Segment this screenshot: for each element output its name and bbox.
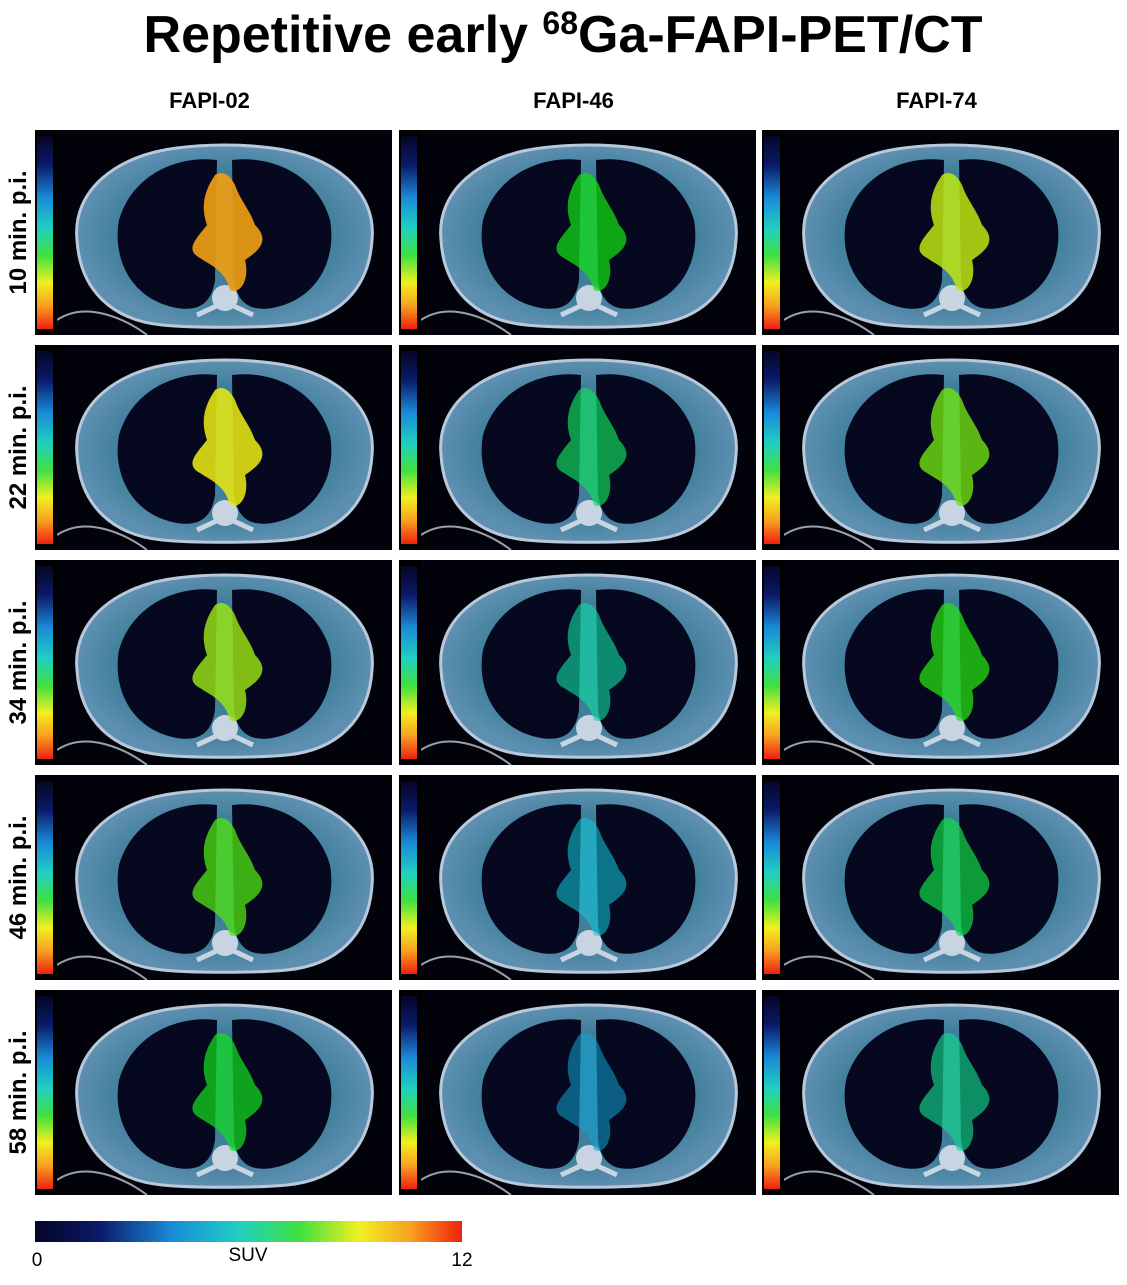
row-label: 46 min. p.i.	[5, 815, 32, 939]
row-label: 58 min. p.i.	[5, 1030, 32, 1154]
mediastinum-uptake	[919, 388, 990, 506]
pet-ct-panel	[399, 560, 756, 765]
panel-colorbar	[764, 566, 780, 759]
column-label: FAPI-74	[896, 88, 977, 113]
column-label: FAPI-46	[533, 88, 614, 113]
panel-colorbar	[401, 781, 417, 974]
panel-colorbar	[37, 781, 53, 974]
colorbar	[35, 1221, 462, 1242]
pet-ct-panel	[399, 345, 756, 550]
mediastinum-uptake	[919, 1033, 990, 1151]
pet-ct-panel	[35, 345, 392, 550]
colorbar-min: 0	[32, 1250, 43, 1271]
title-prefix: Repetitive early	[144, 6, 543, 64]
pet-ct-panel	[399, 130, 756, 335]
mediastinum-uptake	[556, 1033, 627, 1151]
mediastinum-uptake	[192, 1033, 263, 1151]
row-label: 22 min. p.i.	[5, 385, 32, 509]
panel-colorbar	[401, 136, 417, 329]
panel-colorbar	[764, 351, 780, 544]
panel-colorbar	[37, 351, 53, 544]
panel-colorbar	[401, 566, 417, 759]
panel-colorbar	[764, 136, 780, 329]
pet-ct-panel	[762, 990, 1119, 1195]
panel-colorbar	[37, 136, 53, 329]
mediastinum-uptake	[556, 388, 627, 506]
column-label: FAPI-02	[169, 88, 250, 113]
mediastinum-uptake	[919, 603, 990, 721]
pet-ct-panel	[399, 775, 756, 980]
pet-ct-panel	[762, 775, 1119, 980]
panel-colorbar	[401, 996, 417, 1189]
panel-colorbar	[37, 996, 53, 1189]
pet-ct-panel	[762, 345, 1119, 550]
mediastinum-uptake	[556, 603, 627, 721]
row-label: 34 min. p.i.	[5, 600, 32, 724]
mediastinum-uptake	[556, 818, 627, 936]
pet-ct-panel	[35, 560, 392, 765]
pet-ct-panel	[35, 775, 392, 980]
mediastinum-uptake	[919, 818, 990, 936]
mediastinum-uptake	[192, 388, 263, 506]
panel-colorbar	[764, 781, 780, 974]
colorbar-label: SUV	[228, 1245, 267, 1266]
mediastinum-uptake	[919, 173, 990, 291]
pet-ct-panel	[399, 990, 756, 1195]
panel-colorbar	[764, 996, 780, 1189]
mediastinum-uptake	[192, 603, 263, 721]
pet-ct-panel	[35, 990, 392, 1195]
mediastinum-uptake	[192, 818, 263, 936]
pet-ct-panel	[762, 560, 1119, 765]
panel-colorbar	[37, 566, 53, 759]
pet-ct-panel	[35, 130, 392, 335]
pet-ct-panel	[762, 130, 1119, 335]
row-label: 10 min. p.i.	[5, 170, 32, 294]
title: Repetitive early 68Ga-FAPI-PET/CT	[144, 5, 983, 64]
title-suffix: Ga-FAPI-PET/CT	[578, 6, 983, 64]
title-superscript: 68	[542, 5, 578, 41]
mediastinum-uptake	[192, 173, 263, 291]
colorbar-max: 12	[451, 1250, 472, 1271]
panel-colorbar	[401, 351, 417, 544]
mediastinum-uptake	[556, 173, 627, 291]
